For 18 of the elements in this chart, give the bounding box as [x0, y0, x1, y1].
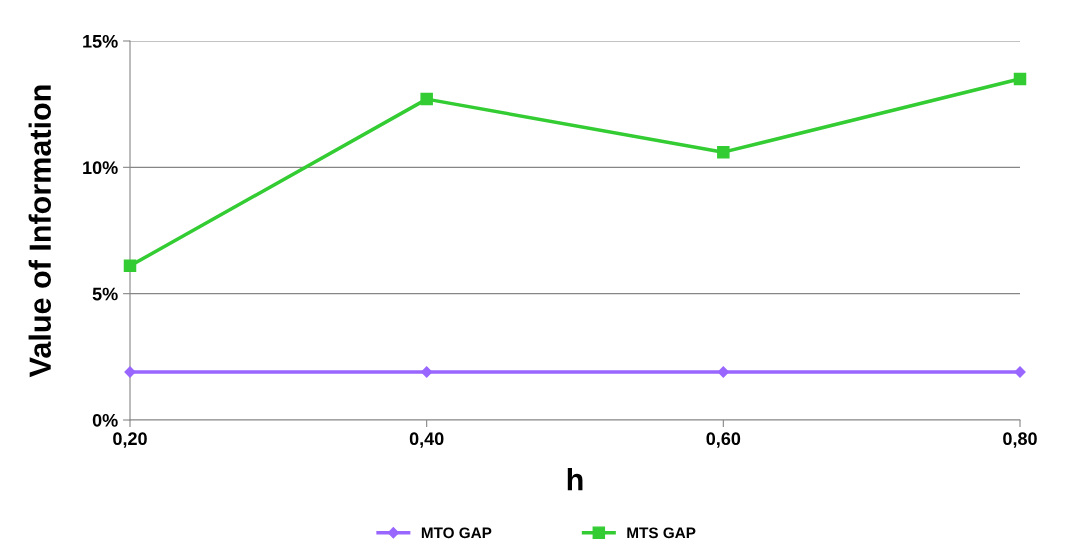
- legend-label: MTO GAP: [421, 527, 492, 539]
- point: [717, 366, 729, 378]
- legend-label: MTS GAP: [627, 527, 696, 539]
- x-tick-label: 0,40: [409, 432, 444, 448]
- point: [421, 366, 433, 378]
- x-tick-label: 0,80: [1003, 432, 1037, 448]
- y-tick-label: 10%: [83, 161, 118, 175]
- y-tick-label: 0%: [92, 413, 118, 427]
- point: [123, 259, 137, 273]
- y-axis-title: Value of Information: [28, 85, 52, 378]
- x-tick-label: 0,60: [706, 432, 741, 448]
- point: [1013, 72, 1027, 86]
- point: [717, 145, 730, 159]
- point: [420, 92, 433, 106]
- y-tick-label: 15%: [83, 34, 118, 48]
- x-axis-title: h: [567, 468, 583, 491]
- y-tick-label: 5%: [92, 287, 118, 301]
- x-tick-label: 0,20: [113, 432, 147, 448]
